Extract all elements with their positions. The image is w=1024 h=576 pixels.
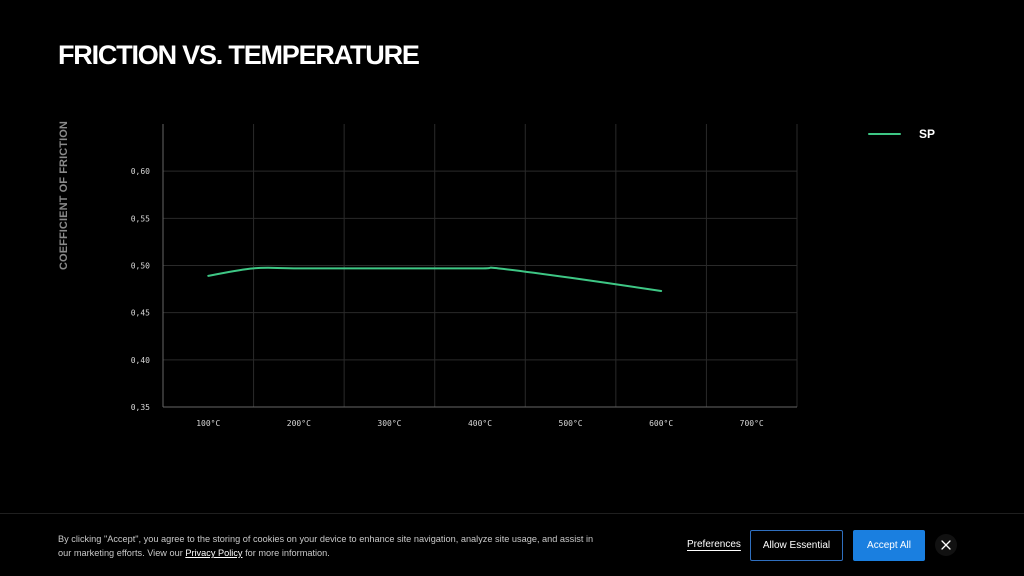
y-tick-label: 0,60: [131, 167, 150, 176]
legend-label-sp: SP: [919, 127, 936, 141]
accept-all-button[interactable]: Accept All: [853, 530, 925, 561]
chart-legend: SP: [868, 127, 935, 141]
privacy-policy-link[interactable]: Privacy Policy: [185, 548, 243, 558]
series-line-sp: [207, 266, 663, 292]
y-tick-label: 0,55: [131, 214, 150, 223]
close-icon: [941, 540, 951, 550]
x-tick-label: 100°C: [196, 419, 220, 428]
x-tick-label: 500°C: [559, 419, 583, 428]
x-tick-label: 600°C: [649, 419, 673, 428]
friction-chart: 0,35 0,40 0,45 0,50 0,55 0,60 100°C 200°C 300°C 4…: [131, 124, 798, 428]
x-tick-label: 200°C: [287, 419, 311, 428]
cookie-text-before: By clicking "Accept", you agree to the s…: [58, 534, 594, 558]
x-tick-label: 700°C: [740, 419, 764, 428]
preferences-link[interactable]: Preferences: [687, 539, 741, 550]
y-tick-label: 0,45: [131, 309, 150, 318]
x-tick-label: 400°C: [468, 419, 492, 428]
page-title: FRICTION VS. TEMPERATURE: [58, 40, 420, 70]
cookie-banner: By clicking "Accept", you agree to the s…: [0, 513, 1024, 576]
cookie-message: By clicking "Accept", you agree to the s…: [58, 532, 603, 560]
x-tick-label: 300°C: [377, 419, 401, 428]
legend-swatch-sp: [868, 133, 901, 135]
y-tick-label: 0,40: [131, 356, 150, 365]
y-tick-label: 0,50: [131, 262, 150, 271]
y-tick-label: 0,35: [131, 403, 150, 412]
allow-essential-button[interactable]: Allow Essential: [750, 530, 843, 561]
cookie-text-after: for more information.: [242, 548, 330, 558]
close-button[interactable]: [935, 534, 957, 556]
